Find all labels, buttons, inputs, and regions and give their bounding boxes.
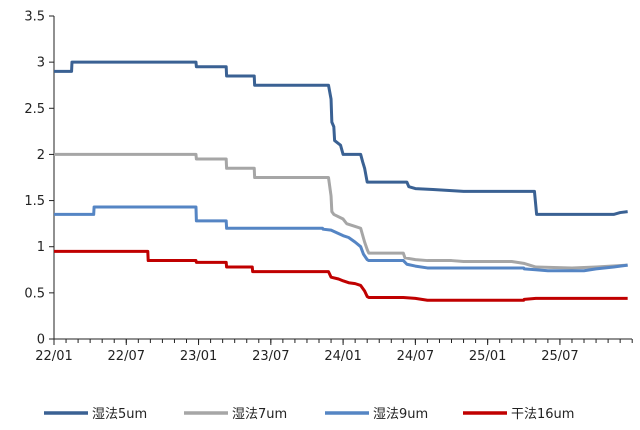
y-tick-label: 0 xyxy=(37,333,45,348)
legend-label: 湿法5um xyxy=(92,407,147,422)
x-tick-label: 22/07 xyxy=(108,349,145,364)
legend-item-1: 湿法5um xyxy=(44,407,147,422)
series-line-3 xyxy=(54,205,628,273)
axes: 0 0.5 1 1.5 2 2.5 3 3.5 22/01 22/07 23/01 23/07 24/0… xyxy=(24,10,633,364)
y-tick-label: 2 xyxy=(37,148,45,163)
legend-item-3: 湿法9um xyxy=(325,407,428,422)
legend-item-4: 干法16um xyxy=(463,407,574,422)
x-tick-label: 23/07 xyxy=(252,349,289,364)
series-layer xyxy=(54,60,628,302)
series-line-2 xyxy=(54,152,628,270)
x-tick-label: 23/01 xyxy=(180,349,217,364)
x-tick-label: 25/07 xyxy=(541,349,578,364)
y-tick-label: 0.5 xyxy=(24,286,45,301)
legend-item-2: 湿法7um xyxy=(184,407,287,422)
legend-label: 湿法7um xyxy=(232,407,287,422)
y-tick-label: 1 xyxy=(37,240,45,255)
y-tick-label: 1.5 xyxy=(24,194,45,209)
y-tick-label: 3 xyxy=(37,56,45,71)
series-line-1 xyxy=(54,60,628,216)
x-tick-label: 24/07 xyxy=(397,349,434,364)
x-tick-label: 22/01 xyxy=(35,349,72,364)
x-tick-label: 25/01 xyxy=(469,349,506,364)
y-tick-label: 2.5 xyxy=(24,102,45,117)
series-line-4 xyxy=(54,249,628,302)
y-tick-label: 3.5 xyxy=(24,10,45,25)
legend-label: 干法16um xyxy=(511,407,574,422)
legend: 湿法5um 湿法7um 湿法9um 干法16um xyxy=(44,407,574,422)
x-tick-label: 24/01 xyxy=(324,349,361,364)
legend-label: 湿法9um xyxy=(373,407,428,422)
